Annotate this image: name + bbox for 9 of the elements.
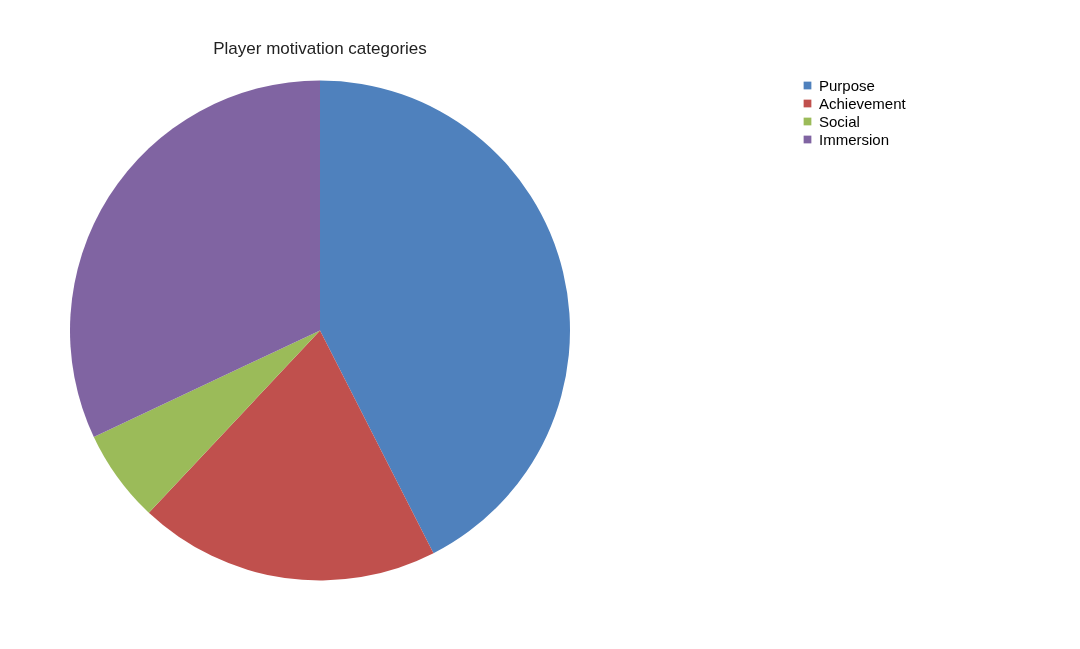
- legend-label: Immersion: [819, 130, 890, 148]
- legend-label: Social: [819, 112, 860, 130]
- pie-slice: [148, 330, 434, 581]
- chart-title: Player motivation categories: [213, 39, 427, 58]
- legend-label: Purpose: [819, 76, 875, 94]
- legend-label: Achievement: [819, 94, 907, 112]
- pie-slice: [320, 80, 570, 554]
- pie-slice: [93, 330, 320, 513]
- pie-slice: [70, 80, 320, 437]
